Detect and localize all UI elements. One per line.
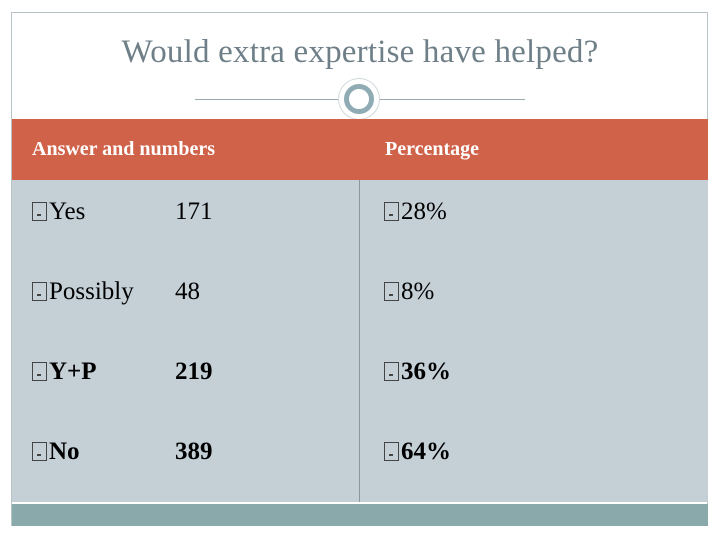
table-row: No 389 64%	[12, 420, 708, 500]
answer-label: No	[49, 438, 80, 465]
number-cell: 48	[175, 278, 200, 305]
slide-title: Would extra expertise have helped?	[121, 34, 599, 70]
square-bullet-icon	[384, 362, 399, 381]
footer-bar	[12, 504, 708, 526]
answer-cell: Yes	[32, 198, 85, 226]
answer-label: Possibly	[49, 278, 134, 305]
square-bullet-icon	[32, 282, 47, 301]
square-bullet-icon	[384, 442, 399, 461]
circle-ornament-icon	[339, 79, 379, 119]
table-row: Y+P 219 36%	[12, 340, 708, 420]
column-divider	[359, 180, 360, 502]
table-row: Yes 171 28%	[12, 180, 708, 260]
answer-cell: Possibly	[32, 278, 134, 306]
square-bullet-icon	[384, 202, 399, 221]
answer-cell: Y+P	[32, 358, 97, 386]
answer-label: Y+P	[49, 358, 97, 385]
square-bullet-icon	[32, 202, 47, 221]
header-answer-numbers: Answer and numbers	[32, 138, 215, 160]
table-row: Possibly 48 8%	[12, 260, 708, 340]
answer-cell: No	[32, 438, 80, 466]
percentage-cell: 36%	[384, 358, 451, 386]
percentage-value: 8%	[401, 278, 435, 305]
number-cell: 219	[175, 358, 213, 385]
percentage-value: 64%	[401, 438, 451, 465]
percentage-value: 36%	[401, 358, 451, 385]
square-bullet-icon	[32, 442, 47, 461]
percentage-cell: 64%	[384, 438, 451, 466]
square-bullet-icon	[384, 282, 399, 301]
header-percentage: Percentage	[385, 138, 480, 160]
number-cell: 171	[175, 198, 213, 225]
results-table: Answer and numbers Percentage Yes 171 28…	[12, 119, 708, 502]
answer-label: Yes	[49, 198, 86, 225]
percentage-cell: 28%	[384, 198, 447, 226]
percentage-cell: 8%	[384, 278, 434, 306]
table-header-row: Answer and numbers Percentage	[12, 119, 708, 180]
square-bullet-icon	[32, 362, 47, 381]
percentage-value: 28%	[401, 198, 447, 225]
number-cell: 389	[175, 438, 213, 465]
